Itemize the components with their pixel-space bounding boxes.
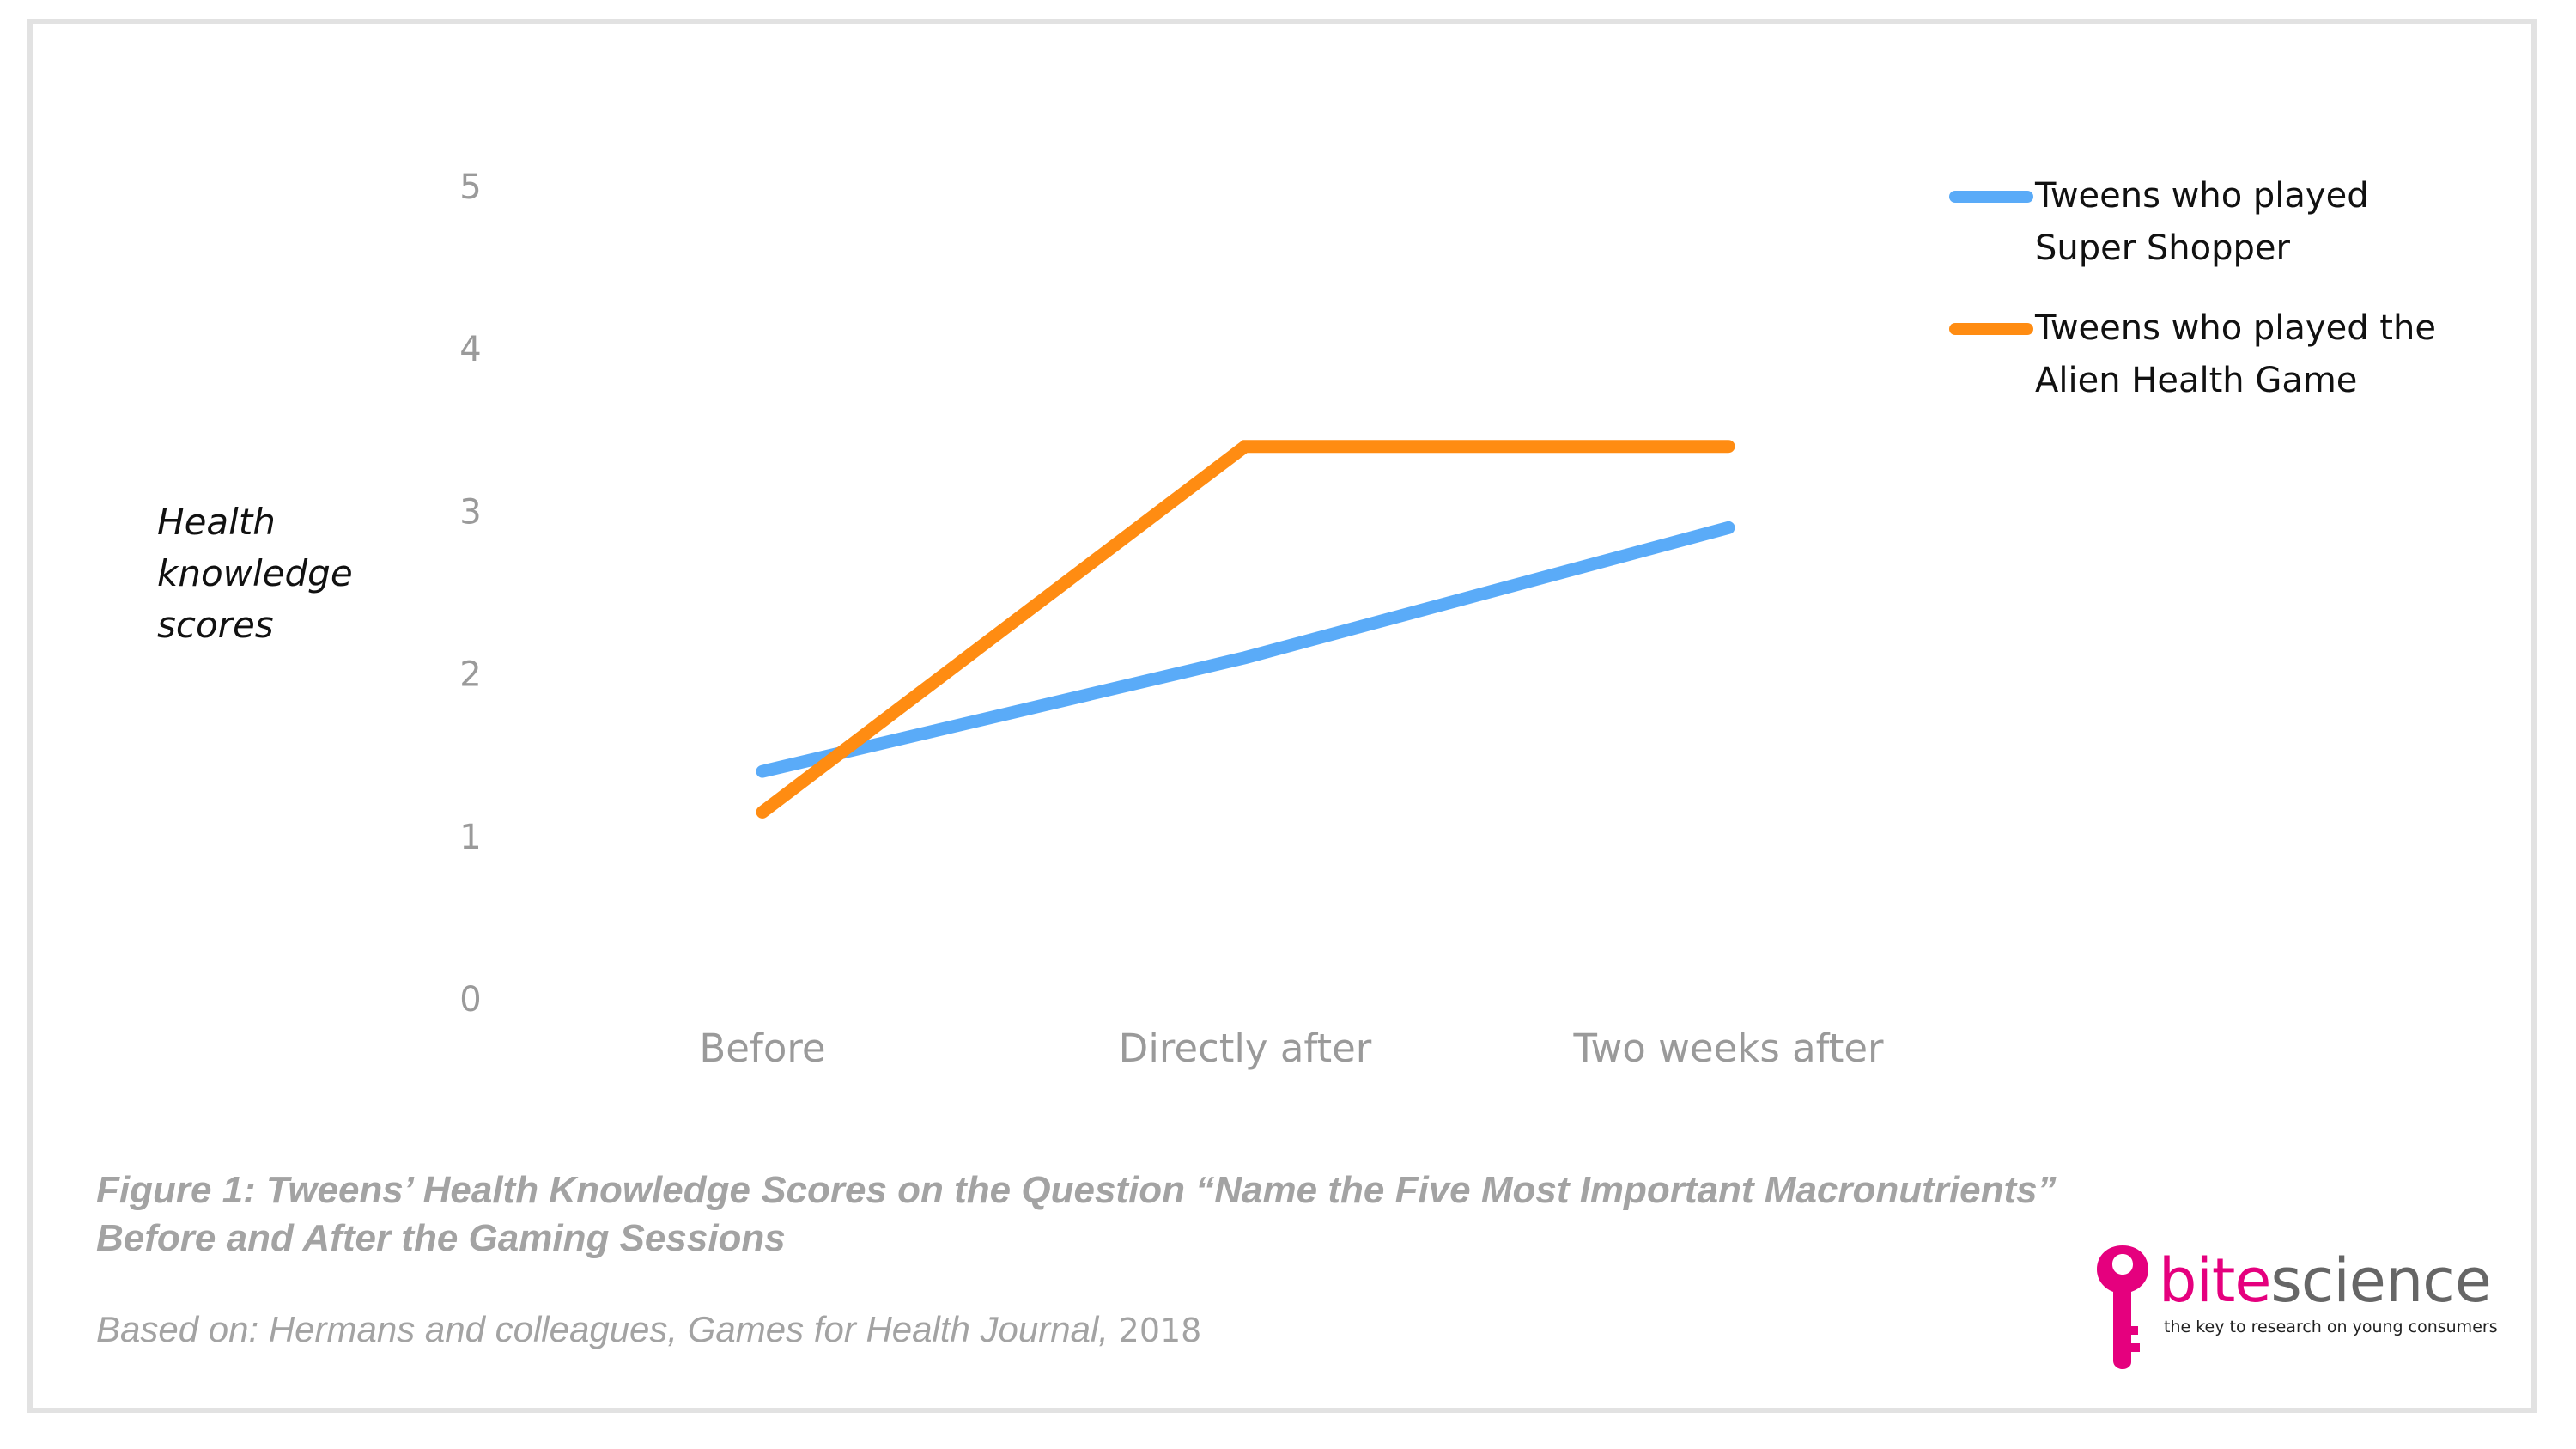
figure-frame [27, 19, 2537, 1413]
figure-caption-title: Figure 1: Tweens’ Health Knowledge Score… [96, 1169, 2057, 1259]
y-tick-label: 2 [459, 655, 481, 695]
legend-swatch-super-shopper [1949, 191, 2033, 203]
legend-label-super-shopper: Tweens who played Super Shopper [2035, 176, 2369, 268]
logo-word-bite: bite [2159, 1245, 2271, 1316]
logo-word-science: science [2270, 1245, 2491, 1316]
figure-caption-source: Based on: Hermans and colleagues, Games … [96, 1306, 1201, 1355]
legend-item-alien-health-game: Tweens who played the Alien Health Game [1949, 302, 2533, 407]
y-tick-label: 0 [459, 980, 481, 1020]
source-citation: Based on: Hermans and colleagues, Games … [96, 1309, 1109, 1349]
series-lines [756, 440, 1735, 819]
series-line-alien-health-game [756, 440, 1735, 819]
x-tick-label: Directly after [1119, 1026, 1372, 1071]
logo-wordmark: bitescience [2159, 1244, 2492, 1318]
x-tick-label: Before [699, 1026, 825, 1071]
legend-swatch-alien-health-game [1949, 323, 2033, 335]
series-line-super-shopper [756, 521, 1735, 778]
y-tick-label: 5 [459, 167, 481, 207]
y-tick-label: 1 [459, 818, 481, 857]
legend-label-alien-health-game: Tweens who played the Alien Health Game [2035, 308, 2436, 400]
legend-item-super-shopper: Tweens who played Super Shopper [1949, 170, 2533, 275]
source-year: 2018 [1118, 1312, 1202, 1349]
x-tick-label: Two weeks after [1572, 1026, 1884, 1071]
x-axis-ticks: Before Directly after Two weeks after [699, 1026, 1884, 1071]
bitescience-logo: bitescience the key to research on young… [2092, 1244, 2504, 1373]
y-axis-ticks: 0 1 2 3 4 5 [459, 167, 481, 1020]
y-axis-label: Health knowledge scores [157, 501, 353, 646]
y-tick-label: 4 [459, 330, 481, 369]
key-icon [2097, 1245, 2148, 1369]
y-tick-label: 3 [459, 492, 481, 532]
logo-tagline: the key to research on young consumers [2164, 1318, 2498, 1336]
